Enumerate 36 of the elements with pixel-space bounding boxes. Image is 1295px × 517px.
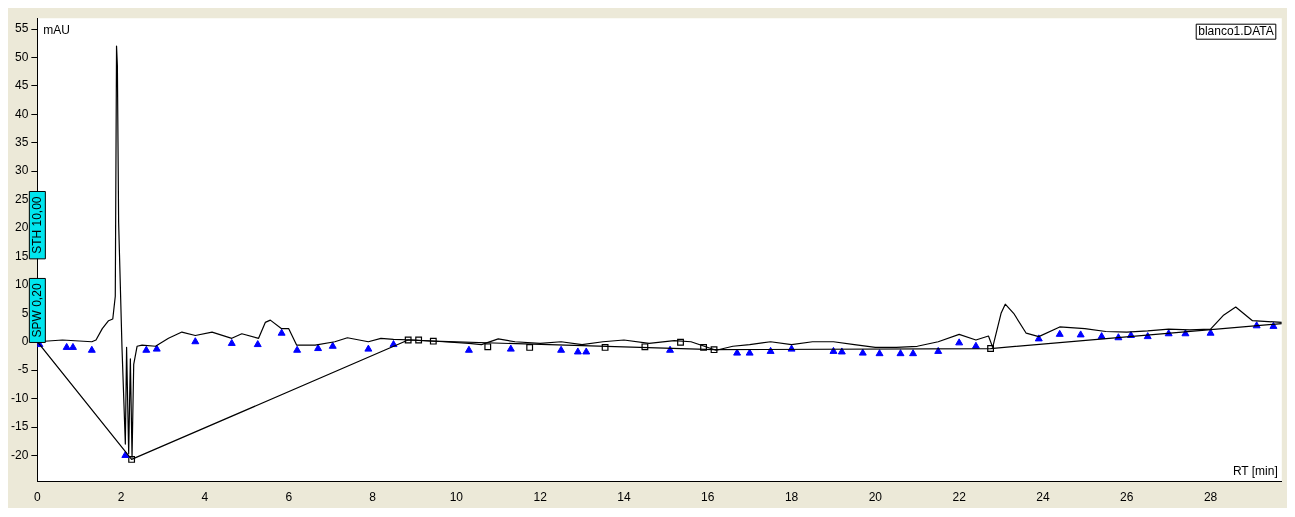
- y-tick-label: -20: [11, 447, 29, 462]
- y-tick-label: 5: [21, 305, 29, 320]
- annotation: SPW 0,20: [29, 283, 44, 338]
- x-axis-title: RT [min]: [1232, 463, 1278, 478]
- y-tick-label: -15: [11, 419, 29, 434]
- y-axis-title: mAU: [43, 22, 71, 37]
- x-tick-label: 20: [868, 490, 883, 505]
- x-tick-label: 16: [701, 490, 715, 505]
- x-tick-label: 4: [201, 490, 209, 505]
- x-tick-label: 18: [784, 490, 799, 505]
- x-tick-label: 14: [617, 490, 631, 505]
- x-tick-label: 10: [449, 490, 464, 505]
- y-tick-label: 55: [14, 21, 29, 36]
- y-tick-label: 35: [14, 135, 29, 150]
- annotation: blanco1.DATA: [1198, 23, 1274, 38]
- x-tick-label: 6: [285, 490, 293, 505]
- y-tick-label: -10: [11, 390, 29, 405]
- y-tick-label: 0: [21, 334, 29, 349]
- x-tick-label: 22: [952, 490, 967, 505]
- x-tick-label: 2: [117, 490, 125, 505]
- x-tick-label: 24: [1036, 490, 1050, 505]
- x-tick-label: 8: [369, 490, 377, 505]
- y-tick-label: 25: [14, 191, 29, 206]
- x-tick-label: 28: [1203, 490, 1218, 505]
- x-tick-label: 26: [1120, 490, 1134, 505]
- y-tick-label: 10: [14, 277, 29, 292]
- y-tick-label: 30: [14, 163, 29, 178]
- x-tick-label: 0: [34, 490, 41, 505]
- y-tick-label: 50: [14, 49, 29, 64]
- y-tick-label: 20: [14, 220, 29, 235]
- annotation: STH 10,00: [29, 196, 44, 254]
- y-tick-label: 40: [14, 106, 29, 121]
- y-tick-label: -5: [17, 362, 29, 377]
- y-tick-label: 45: [14, 78, 29, 93]
- x-tick-label: 12: [533, 490, 548, 505]
- y-tick-label: 15: [14, 248, 29, 263]
